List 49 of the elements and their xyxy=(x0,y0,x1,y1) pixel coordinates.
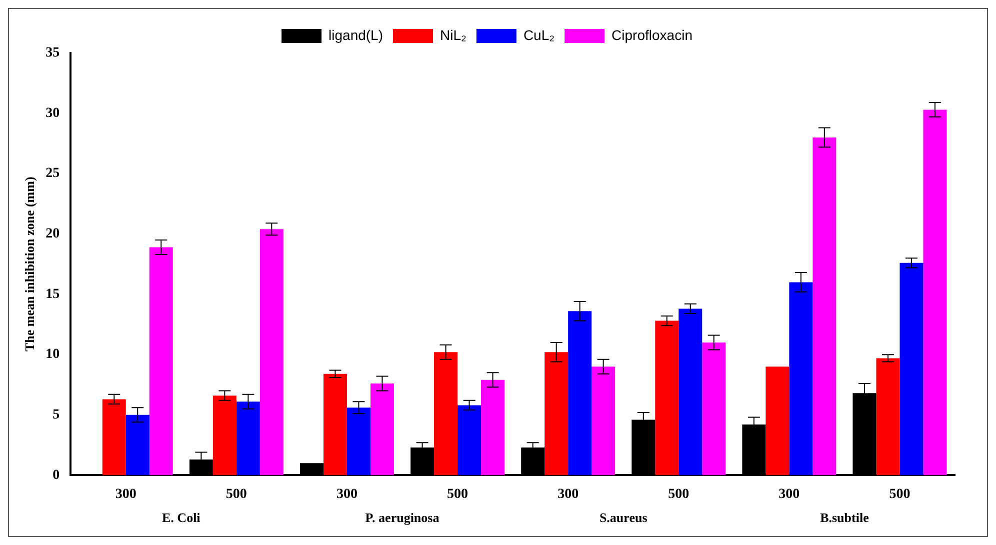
y-tick-label: 35 xyxy=(46,46,60,61)
bar xyxy=(766,366,790,476)
x-tick-label: 300 xyxy=(336,487,358,502)
legend-label: Ciprofloxacin xyxy=(612,26,692,43)
x-tick-label: 300 xyxy=(115,487,136,502)
text: B.subtile xyxy=(820,510,870,525)
x-tick-label: 500 xyxy=(668,487,690,502)
y-tick-label: 0 xyxy=(52,468,60,483)
bar xyxy=(568,311,592,476)
bar xyxy=(544,352,568,476)
bar xyxy=(923,110,947,476)
x-tick-label: 500 xyxy=(447,487,468,502)
x-tick-label: 500 xyxy=(889,487,910,502)
y-tick-label: 10 xyxy=(46,347,60,362)
bar xyxy=(655,320,679,476)
bar xyxy=(323,374,347,476)
bar xyxy=(481,380,505,476)
bar xyxy=(678,308,702,476)
bar xyxy=(370,384,394,476)
text: S.aureus xyxy=(599,510,648,525)
x-tick-label: 500 xyxy=(226,487,247,502)
x-tick-label: 300 xyxy=(778,487,800,502)
bar xyxy=(346,408,370,476)
bar xyxy=(900,262,924,476)
legend-label: NiL₂ xyxy=(440,26,466,43)
bar xyxy=(876,358,900,476)
legend-label: CuL₂ xyxy=(523,26,555,43)
y-tick-label: 5 xyxy=(52,407,60,422)
bar xyxy=(212,396,236,476)
bar xyxy=(102,399,126,476)
bar xyxy=(126,414,150,476)
x-tick-label: 300 xyxy=(558,487,579,502)
y-tick-label: 30 xyxy=(46,106,60,121)
bar xyxy=(260,229,284,476)
text: E. Coli xyxy=(162,510,201,525)
bar xyxy=(149,247,173,476)
bar xyxy=(458,405,482,476)
y-tick-label: 15 xyxy=(46,286,60,302)
y-axis-title: The mean inhibition zone (mm) xyxy=(22,176,38,352)
text: P. aeruginosa xyxy=(365,510,440,525)
y-tick-label: 20 xyxy=(46,226,60,242)
bar xyxy=(236,402,260,476)
bar xyxy=(789,282,813,476)
bar xyxy=(702,342,726,476)
y-tick-label: 25 xyxy=(46,166,60,182)
bar xyxy=(434,352,458,476)
bar xyxy=(812,137,836,476)
bar xyxy=(592,366,616,476)
legend-label: ligand(L) xyxy=(328,26,384,43)
